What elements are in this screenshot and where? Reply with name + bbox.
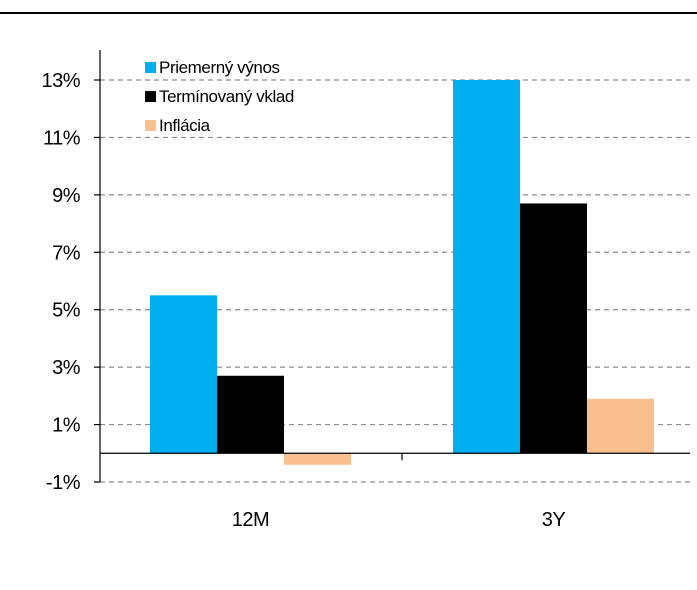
y-tick-label: -1% [46, 472, 81, 494]
bars [150, 80, 654, 465]
top-rule [0, 12, 697, 14]
y-tick-label: 7% [52, 242, 81, 264]
y-tick-label: 1% [52, 415, 81, 437]
legend-swatch [145, 62, 156, 73]
y-tick-label: 5% [52, 300, 81, 322]
legend-label: Inflácia [159, 116, 211, 135]
bar-3y-series-3 [587, 398, 654, 454]
x-tick-label: 3Y [542, 509, 566, 531]
x-tick-labels: 12M 3Y [232, 509, 566, 531]
bar-3y-series-1 [453, 80, 520, 454]
bar-12m-series-1 [150, 295, 217, 454]
legend-label: Termínovaný vklad [159, 87, 294, 106]
x-tick-label: 12M [232, 509, 269, 531]
bar-12m-series-2 [217, 375, 284, 454]
y-tick-label: 9% [52, 185, 81, 207]
legend-label: Priemerný výnos [159, 58, 280, 77]
y-tick-label: 13% [41, 70, 80, 92]
y-tick-label: 11% [43, 127, 81, 149]
legend-swatch [145, 120, 156, 131]
y-tick-label: 3% [52, 357, 81, 379]
axes [94, 50, 690, 483]
bar-3y-series-2 [520, 203, 587, 454]
bar-12m-series-3 [284, 453, 351, 465]
y-tick-labels: -1% 1% 3% 5% 7% 9% 11% 13% [41, 70, 81, 494]
legend-swatch [145, 91, 156, 102]
legend: Priemerný výnos Termínovaný vklad Inflácia [145, 58, 294, 135]
